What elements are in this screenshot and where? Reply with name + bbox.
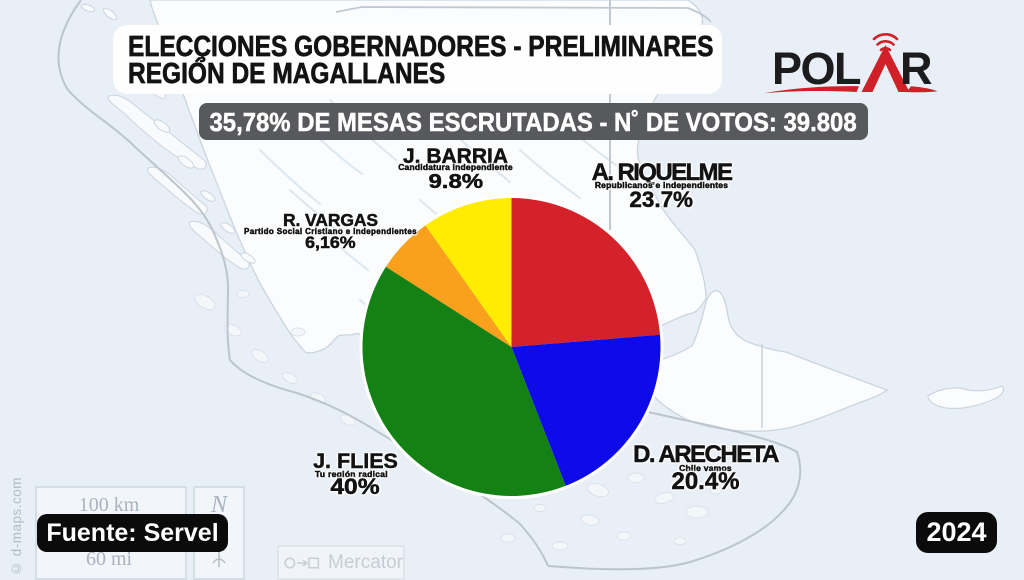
svg-text:POL: POL <box>772 43 861 94</box>
svg-text:R: R <box>900 43 933 94</box>
